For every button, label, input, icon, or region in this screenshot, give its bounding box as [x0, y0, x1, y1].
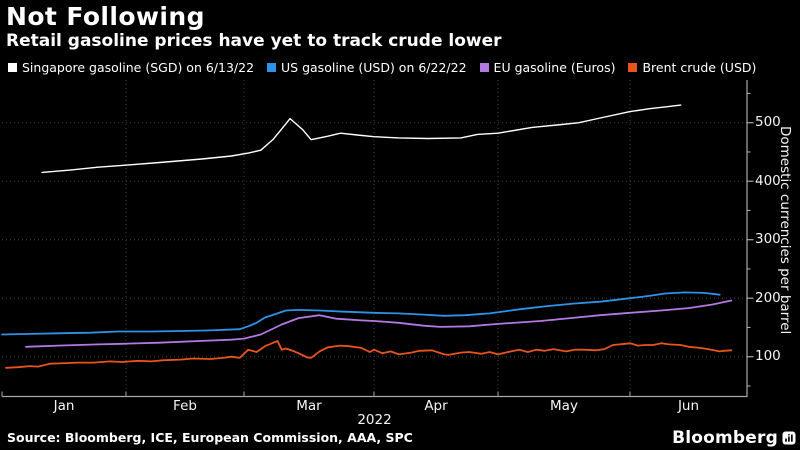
legend-marker [267, 63, 277, 72]
chart-subtitle: Retail gasoline prices have yet to track… [6, 31, 502, 51]
y-tick-label: 500 [755, 114, 781, 131]
x-tick-label: Feb [173, 398, 197, 414]
source-note: Source: Bloomberg, ICE, European Commiss… [7, 430, 413, 445]
y-tick-label: 300 [755, 231, 781, 248]
legend-item[interactable]: US gasoline (USD) on 6/22/22 [267, 60, 467, 75]
legend-marker [8, 63, 17, 72]
legend-marker [479, 63, 489, 72]
bloomberg-terminal-icon [782, 431, 796, 445]
y-tick-label: 400 [755, 172, 781, 189]
bloomberg-wordmark: Bloomberg [672, 428, 778, 448]
x-tick-label: Mar [296, 398, 322, 414]
x-tick-label: Jan [53, 398, 75, 414]
legend-item[interactable]: Brent crude (USD) [628, 60, 756, 75]
x-tick-label: Apr [424, 398, 448, 414]
x-axis-year-label: 2022 [357, 412, 392, 428]
legend-label: US gasoline (USD) on 6/22/22 [281, 60, 467, 75]
y-tick-label: 100 [755, 348, 781, 365]
legend-label: Singapore gasoline (SGD) on 6/13/22 [22, 60, 255, 75]
series-line [1, 291, 721, 336]
y-tick-label: 200 [755, 289, 781, 306]
legend-label: Brent crude (USD) [642, 60, 757, 75]
series-line [25, 299, 733, 348]
brand-logo: Bloomberg [672, 428, 796, 448]
y-axis-title: Domestic currencies per barrel [777, 125, 793, 335]
series-line [41, 104, 682, 174]
series-line [5, 339, 733, 369]
x-tick-label: May [550, 398, 578, 414]
legend: Singapore gasoline (SGD) on 6/13/22 US ga… [8, 60, 756, 75]
legend-marker [628, 63, 638, 72]
legend-item[interactable]: EU gasoline (Euros) [479, 60, 616, 75]
x-tick-label: Jun [677, 398, 700, 414]
legend-label: EU gasoline (Euros) [493, 60, 616, 75]
page-title: Not Following [6, 2, 205, 31]
legend-item[interactable]: Singapore gasoline (SGD) on 6/13/22 [8, 60, 254, 75]
